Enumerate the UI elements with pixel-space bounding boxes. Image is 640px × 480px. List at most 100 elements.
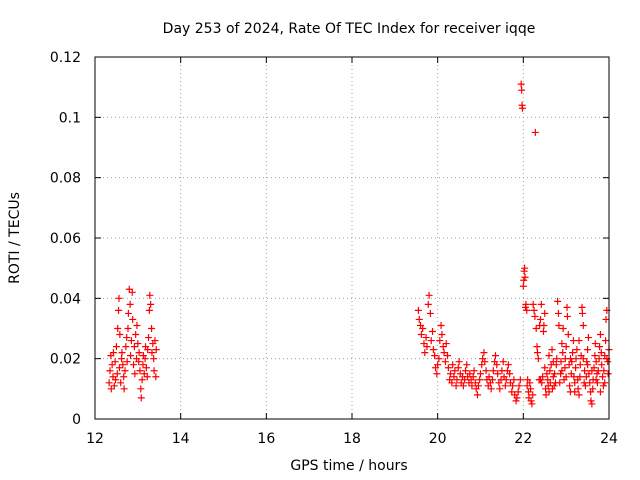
data-point	[425, 291, 433, 299]
data-point	[448, 379, 456, 387]
data-points	[105, 80, 613, 408]
data-point	[513, 394, 521, 402]
data-point	[514, 388, 522, 396]
data-point	[557, 370, 565, 378]
data-point	[107, 385, 115, 393]
y-tick-label: 0.12	[50, 50, 81, 66]
data-point	[152, 346, 160, 354]
data-point	[488, 376, 496, 384]
data-point	[119, 361, 127, 369]
data-point	[124, 325, 132, 332]
data-point	[517, 80, 525, 88]
data-point	[435, 355, 443, 363]
x-tick-label: 12	[86, 431, 104, 447]
data-point	[527, 385, 535, 393]
data-point	[596, 388, 604, 396]
data-point	[600, 367, 608, 375]
data-point	[566, 355, 574, 363]
data-point	[437, 321, 445, 329]
data-point	[120, 385, 128, 393]
data-point	[559, 325, 567, 332]
data-point	[141, 355, 149, 363]
data-point	[559, 349, 567, 357]
data-point	[569, 349, 577, 357]
data-point	[516, 376, 524, 384]
y-tick-label: 0.06	[50, 231, 81, 247]
data-point	[429, 346, 437, 354]
data-point	[568, 358, 576, 366]
data-point	[597, 349, 605, 357]
data-point	[113, 370, 121, 378]
data-point	[143, 373, 151, 381]
data-point	[532, 325, 540, 332]
grid	[95, 57, 609, 419]
data-point	[541, 309, 549, 317]
data-point	[510, 376, 518, 384]
data-point	[536, 315, 544, 323]
data-point	[466, 370, 474, 378]
data-point	[444, 364, 452, 372]
data-point	[593, 379, 601, 387]
data-point	[463, 361, 471, 369]
data-point	[583, 358, 591, 366]
data-point	[111, 358, 119, 366]
data-point	[519, 282, 527, 290]
data-point	[139, 361, 147, 369]
data-point	[440, 349, 448, 357]
data-point	[601, 379, 609, 387]
data-point	[586, 379, 594, 387]
data-point	[120, 373, 128, 381]
data-point	[130, 343, 138, 351]
data-point	[596, 343, 604, 351]
data-point	[562, 343, 570, 351]
data-point	[506, 370, 514, 378]
data-point	[593, 370, 601, 378]
data-point	[571, 388, 579, 396]
data-point	[108, 361, 116, 369]
data-point	[501, 382, 509, 390]
data-point	[558, 367, 566, 375]
data-point	[123, 358, 131, 366]
data-point	[539, 328, 547, 336]
data-point	[420, 340, 428, 348]
data-point	[585, 370, 593, 378]
data-point	[444, 352, 452, 360]
data-point	[592, 358, 600, 366]
data-point	[433, 370, 441, 378]
data-point	[419, 325, 427, 332]
data-point	[552, 361, 560, 369]
data-point	[481, 358, 489, 366]
data-point	[581, 367, 589, 375]
data-point	[136, 367, 144, 375]
data-point	[573, 346, 581, 354]
data-point	[438, 331, 446, 339]
data-point	[542, 391, 550, 399]
data-point	[133, 321, 141, 329]
y-tick-label: 0	[72, 412, 81, 428]
data-point	[571, 379, 579, 387]
data-point	[575, 337, 583, 345]
data-point	[556, 379, 564, 387]
data-point	[485, 373, 493, 381]
data-point	[127, 337, 135, 345]
y-tick-labels: 0 0.02 0.04 0.06 0.08 0.1 0.12	[50, 50, 81, 428]
data-point	[144, 346, 152, 354]
data-point	[531, 312, 539, 320]
data-point	[130, 361, 138, 369]
data-point	[602, 315, 610, 323]
y-tick-label: 0.04	[50, 291, 81, 307]
data-point	[549, 358, 557, 366]
data-point	[453, 376, 461, 384]
data-point	[145, 334, 153, 342]
data-point	[502, 376, 510, 384]
data-point	[112, 376, 120, 384]
data-point	[105, 379, 113, 387]
y-tick-label: 0.1	[59, 110, 81, 126]
data-point	[447, 370, 455, 378]
data-point	[427, 337, 435, 345]
data-point	[570, 373, 578, 381]
data-point	[123, 334, 131, 342]
data-point	[134, 340, 142, 348]
data-point	[469, 373, 477, 381]
